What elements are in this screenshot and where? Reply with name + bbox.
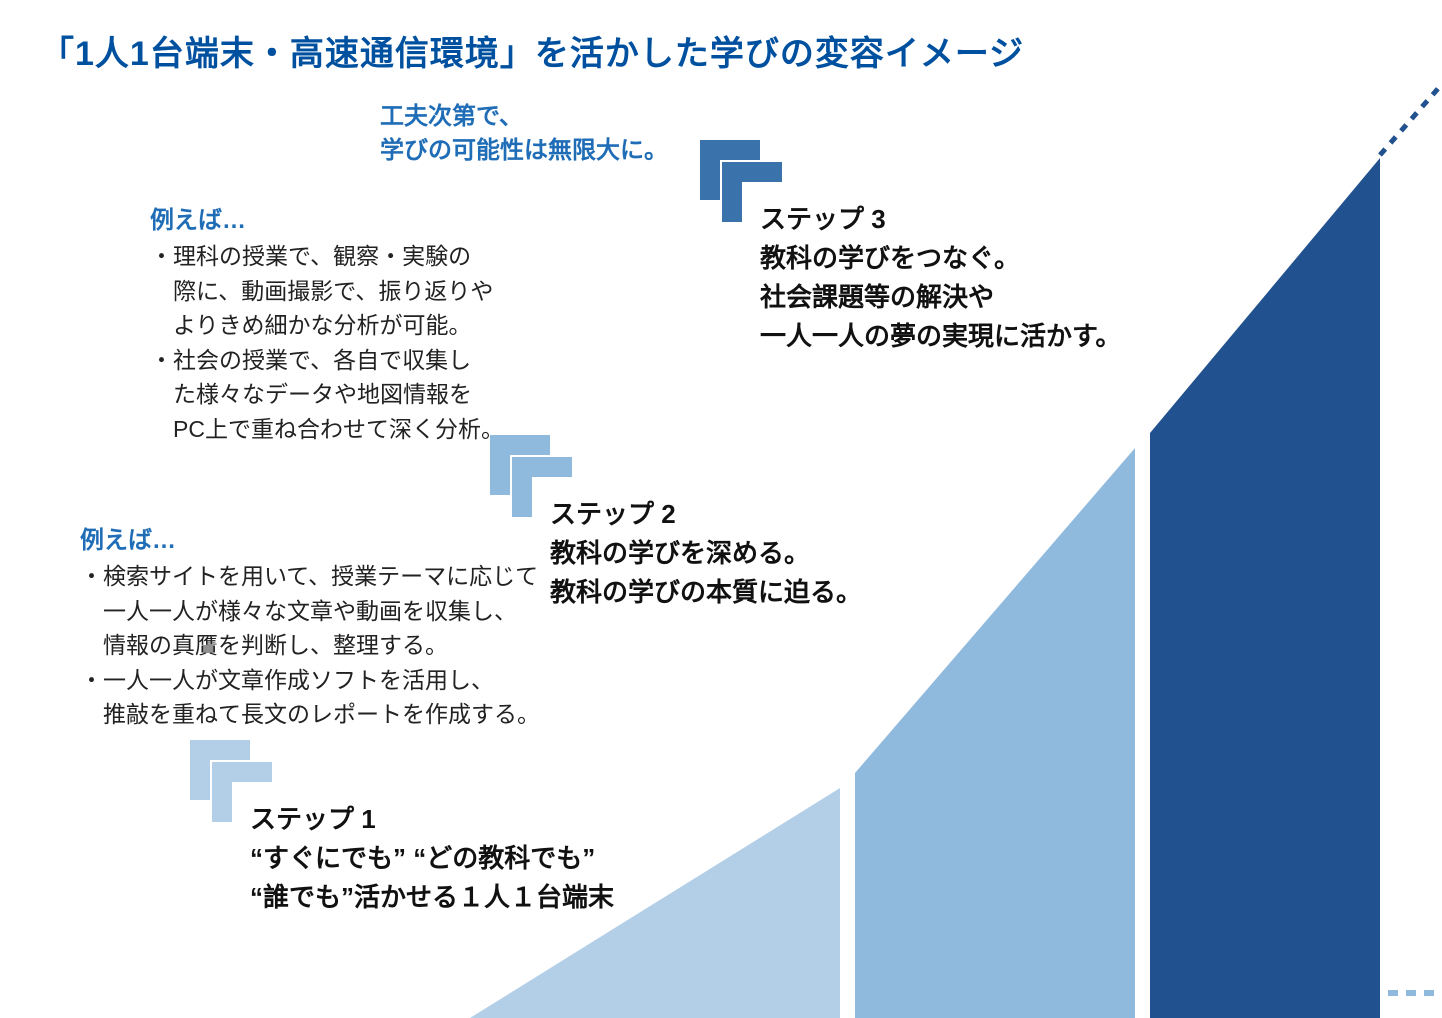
step1-line1: “すぐにでも” “どの教科でも” (250, 839, 614, 878)
example-body-upper: ・理科の授業で、観察・実験の 際に、動画撮影で、振り返りや よりきめ細かな分析が… (150, 239, 504, 446)
step3-text: ステップ 3 教科の学びをつなぐ。 社会課題等の解決や 一人一人の夢の実現に活か… (760, 200, 1121, 356)
step2-line2: 教科の学びの本質に迫る。 (550, 573, 862, 612)
example-line: PC上で重ね合わせて深く分析。 (150, 412, 504, 447)
example-line: 推敲を重ねて長文のレポートを作成する。 (80, 697, 540, 732)
example-block-lower: 例えば… ・検索サイトを用いて、授業テーマに応じて 一人一人が様々な文章や動画を… (80, 520, 540, 732)
example-heading: 例えば… (150, 200, 504, 235)
step1-title: ステップ 1 (250, 800, 614, 839)
example-line: 情報の真贋を判断し、整理する。 (80, 628, 540, 663)
step2-text: ステップ 2 教科の学びを深める。 教科の学びの本質に迫る。 (550, 495, 862, 612)
example-body-lower: ・検索サイトを用いて、授業テーマに応じて 一人一人が様々な文章や動画を収集し、 … (80, 559, 540, 732)
step3-title: ステップ 3 (760, 200, 1121, 239)
step2-title: ステップ 2 (550, 495, 862, 534)
dashed-bottom-line (1388, 988, 1442, 998)
step3-line3: 一人一人の夢の実現に活かす。 (760, 317, 1121, 356)
example-heading: 例えば… (80, 520, 540, 555)
example-line: ・理科の授業で、観察・実験の (150, 239, 504, 274)
example-line: 際に、動画撮影で、振り返りや (150, 274, 504, 309)
top-caption: 工夫次第で、 学びの可能性は無限大に。 (380, 100, 668, 167)
example-line: 一人一人が様々な文章や動画を収集し、 (80, 594, 540, 629)
example-line: ・社会の授業で、各自で収集し (150, 343, 504, 378)
top-caption-line1: 工夫次第で、 (380, 100, 668, 134)
example-line: た様々なデータや地図情報を (150, 377, 504, 412)
page-title: 「1人1台端末・高速通信環境」を活かした学びの変容イメージ (40, 26, 1024, 75)
step3-line2: 社会課題等の解決や (760, 278, 1121, 317)
step2-marker-icon (490, 435, 530, 475)
example-line: よりきめ細かな分析が可能。 (150, 308, 504, 343)
example-line: ・一人一人が文章作成ソフトを活用し、 (80, 663, 540, 698)
step1-text: ステップ 1 “すぐにでも” “どの教科でも” “誰でも”活かせる１人１台端末 (250, 800, 614, 917)
step1-marker-icon (190, 740, 230, 780)
top-caption-line2: 学びの可能性は無限大に。 (380, 134, 668, 168)
example-block-upper: 例えば… ・理科の授業で、観察・実験の 際に、動画撮影で、振り返りや よりきめ細… (150, 200, 504, 446)
step3-marker-icon (700, 140, 740, 180)
step3-line1: 教科の学びをつなぐ。 (760, 239, 1121, 278)
example-line: ・検索サイトを用いて、授業テーマに応じて (80, 559, 540, 594)
step1-line2: “誰でも”活かせる１人１台端末 (250, 878, 614, 917)
step2-line1: 教科の学びを深める。 (550, 534, 862, 573)
